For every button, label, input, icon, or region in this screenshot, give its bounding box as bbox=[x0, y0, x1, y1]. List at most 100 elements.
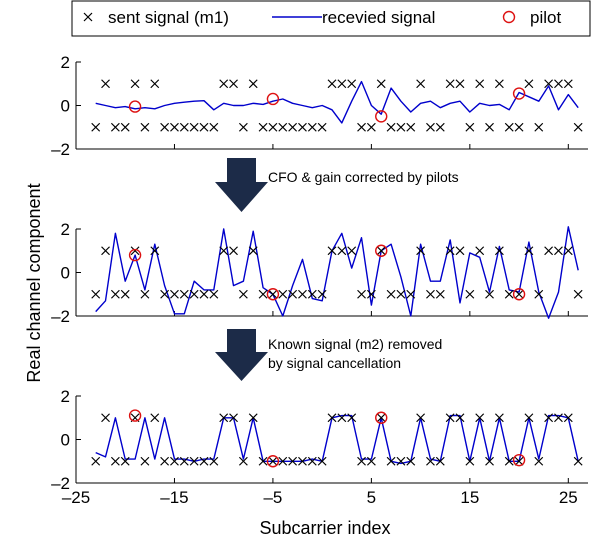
sent-signal-marker bbox=[219, 413, 229, 423]
sent-signal-marker bbox=[416, 413, 426, 423]
sent-signal-marker bbox=[150, 79, 160, 89]
sent-signal-marker bbox=[465, 456, 475, 466]
sent-signal-marker bbox=[426, 122, 435, 132]
sent-signal-marker bbox=[288, 122, 298, 132]
panel-1: –2 0 2 bbox=[51, 53, 588, 159]
sent-signal-marker bbox=[140, 289, 150, 299]
sent-signal-marker bbox=[170, 456, 179, 466]
sent-signal-marker bbox=[337, 246, 347, 256]
annotation-2-line-1: Known signal (m2) removed bbox=[268, 336, 442, 352]
sent-signal-marker bbox=[465, 289, 475, 299]
sent-signal-marker bbox=[376, 246, 386, 256]
received-signal-line bbox=[95, 414, 579, 465]
sent-signal-marker bbox=[357, 122, 366, 132]
sent-signal-marker bbox=[524, 413, 534, 423]
sent-signal-marker bbox=[209, 289, 219, 299]
sent-signal-marker bbox=[199, 456, 209, 466]
x-tick-label: –15 bbox=[160, 488, 188, 507]
sent-signal-marker bbox=[150, 413, 160, 423]
pilot-marker bbox=[375, 244, 388, 257]
x-tick-label: 5 bbox=[367, 488, 376, 507]
sent-signal-marker bbox=[514, 122, 524, 132]
sent-signal-marker bbox=[455, 246, 465, 256]
sent-signal-marker bbox=[504, 122, 514, 132]
sent-signal-marker bbox=[307, 289, 317, 299]
sent-signal-marker bbox=[347, 413, 357, 423]
sent-signal-marker bbox=[199, 122, 209, 132]
legend-label-received: recevied signal bbox=[322, 8, 435, 27]
sent-signal-marker bbox=[160, 289, 170, 299]
y-axis-title: Real channel component bbox=[24, 183, 44, 382]
y-tick-label: 2 bbox=[61, 53, 70, 72]
sent-signal-marker bbox=[426, 289, 435, 299]
sent-signal-marker bbox=[258, 289, 268, 299]
sent-signal-marker bbox=[337, 413, 347, 423]
y-tick-label: 0 bbox=[61, 264, 70, 283]
sent-signal-marker bbox=[554, 246, 563, 256]
sent-signal-marker bbox=[416, 79, 426, 89]
sent-signal-marker bbox=[238, 122, 248, 132]
sent-signal-marker bbox=[534, 122, 544, 132]
sent-signal-marker bbox=[563, 246, 573, 256]
sent-signal-marker bbox=[485, 122, 494, 132]
legend-label-pilot: pilot bbox=[530, 8, 561, 27]
sent-signal-marker bbox=[554, 413, 563, 423]
sent-signal-marker bbox=[357, 456, 366, 466]
y-tick-label: 2 bbox=[61, 387, 70, 406]
sent-signal-marker bbox=[435, 122, 445, 132]
panel-2: –2 0 2 bbox=[51, 220, 588, 326]
pilot-marker bbox=[128, 248, 142, 262]
sent-signal-marker bbox=[229, 413, 238, 423]
sent-signal-marker bbox=[386, 289, 396, 299]
received-signal-line bbox=[95, 80, 579, 124]
sent-signal-marker bbox=[170, 289, 179, 299]
sent-signal-marker bbox=[179, 456, 189, 466]
sent-signal-marker bbox=[534, 289, 544, 299]
sent-signal-marker bbox=[396, 289, 406, 299]
sent-signal-marker bbox=[406, 289, 416, 299]
sent-signal-marker bbox=[307, 456, 317, 466]
sent-signal-marker bbox=[199, 289, 209, 299]
sent-signal-marker bbox=[268, 289, 278, 299]
sent-signal-marker bbox=[258, 122, 268, 132]
x-tick-labels: –25 –15 –5 5 15 25 bbox=[62, 488, 578, 507]
sent-signal-marker bbox=[563, 79, 573, 89]
legend: sent signal (m1) recevied signal pilot bbox=[71, 0, 591, 37]
sent-signal-marker bbox=[406, 122, 416, 132]
sent-signal-marker bbox=[298, 289, 307, 299]
panel-3: –2 0 2 bbox=[51, 387, 588, 493]
sent-signal-marker bbox=[130, 246, 140, 256]
y-tick-label: 0 bbox=[61, 97, 70, 116]
sent-signal-marker bbox=[504, 456, 514, 466]
sent-signal-marker bbox=[573, 122, 583, 132]
sent-signal-marker bbox=[416, 246, 426, 256]
sent-signal-marker bbox=[288, 456, 298, 466]
sent-signal-marker bbox=[150, 246, 160, 256]
sent-signal-marker bbox=[120, 122, 130, 132]
sent-signal-marker bbox=[238, 289, 248, 299]
sent-signal-marker bbox=[524, 246, 534, 256]
sent-signal-marker bbox=[514, 456, 524, 466]
pilot-marker bbox=[512, 288, 526, 301]
sent-signal-marker bbox=[514, 289, 524, 299]
sent-signal-marker bbox=[317, 122, 327, 132]
sent-signal-marker bbox=[475, 79, 485, 89]
pilot-marker bbox=[128, 409, 142, 422]
sent-signal-marker bbox=[475, 246, 485, 256]
pilot-marker bbox=[266, 455, 280, 468]
sent-signal-marker bbox=[189, 456, 199, 466]
sent-signal-marker bbox=[494, 79, 504, 89]
sent-signal-marker bbox=[238, 456, 248, 466]
sent-signal-marker bbox=[307, 122, 317, 132]
legend-entry-received: recevied signal bbox=[272, 8, 435, 27]
sent-signal-marker bbox=[534, 456, 544, 466]
sent-signal-marker bbox=[347, 246, 357, 256]
sent-signal-marker bbox=[209, 122, 219, 132]
sent-signal-marker bbox=[248, 413, 258, 423]
sent-signal-marker bbox=[494, 413, 504, 423]
annotation-2-line-2: by signal cancellation bbox=[268, 355, 401, 371]
sent-signal-marker bbox=[376, 413, 386, 423]
sent-signal-marker bbox=[170, 122, 179, 132]
sent-signal-marker bbox=[120, 456, 130, 466]
